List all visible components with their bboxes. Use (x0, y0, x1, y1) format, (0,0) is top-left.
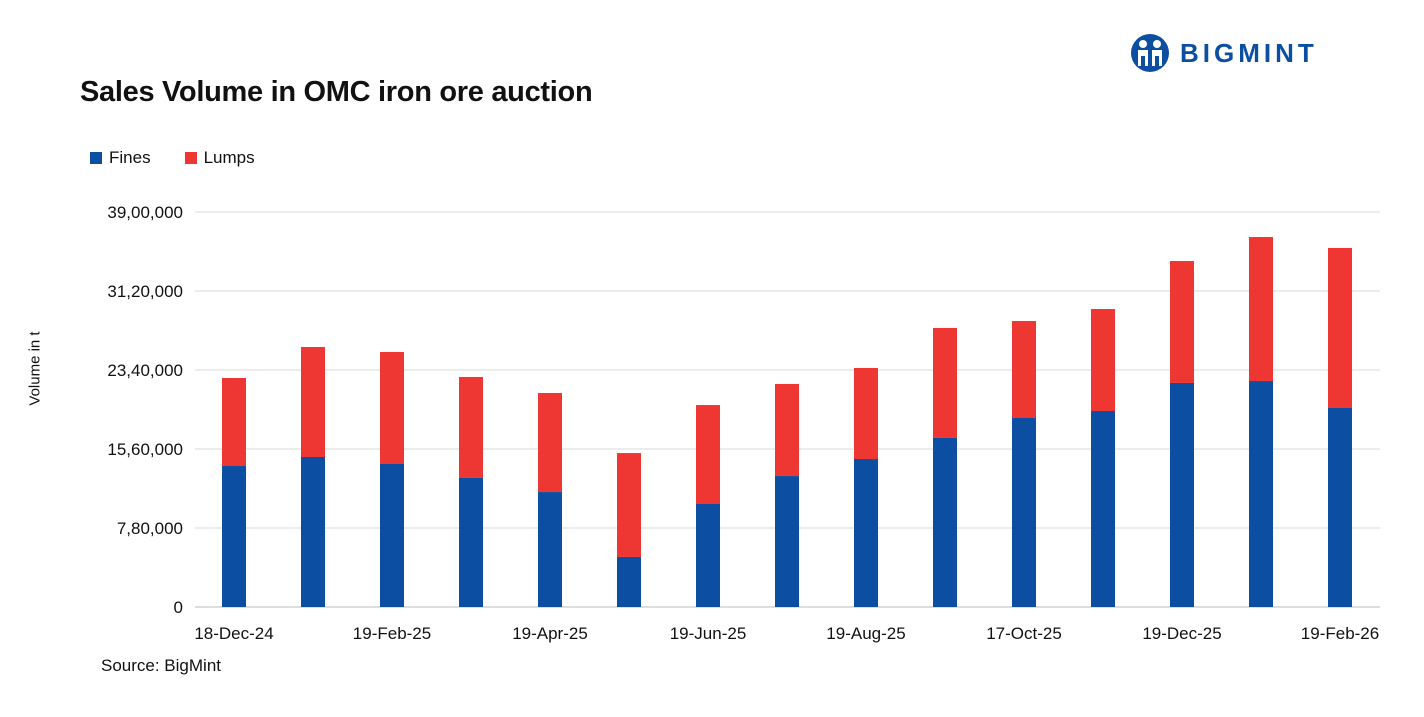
y-tick-label: 23,40,000 (107, 361, 183, 380)
bar-lumps (933, 327, 957, 438)
bar-fines (775, 476, 799, 607)
bar-lumps (1170, 261, 1194, 383)
x-tick-label: 17-Oct-25 (986, 624, 1062, 643)
y-tick-label: 15,60,000 (107, 440, 183, 459)
bar-fines (380, 463, 404, 607)
bar-lumps (459, 376, 483, 478)
bar-fines (222, 466, 246, 607)
bar-fines (617, 556, 641, 607)
bar-fines (1170, 382, 1194, 607)
bigmint-logo: BIGMINT (1130, 33, 1318, 73)
bar-lumps (380, 351, 404, 464)
legend-swatch-lumps (184, 152, 197, 164)
bar-lumps (222, 378, 246, 467)
bar-lumps (1328, 247, 1352, 408)
bar-lumps (301, 347, 325, 458)
bar-lumps (1091, 309, 1115, 412)
chart-title: Sales Volume in OMC iron ore auction (80, 76, 593, 108)
bar-lumps (854, 367, 878, 460)
bar-fines (696, 503, 720, 607)
legend-label-fines: Fines (109, 148, 151, 167)
x-tick-label: 19-Dec-25 (1142, 624, 1221, 643)
source-note: Source: BigMint (101, 656, 221, 675)
bar-fines (1091, 411, 1115, 607)
bar-lumps (617, 453, 641, 557)
bar-fines (1328, 407, 1352, 607)
bar-lumps (1012, 320, 1036, 419)
x-tick-label: 19-Apr-25 (512, 624, 588, 643)
x-tick-label: 18-Dec-24 (194, 624, 273, 643)
y-tick-label: 0 (174, 598, 183, 617)
legend-swatch-fines (90, 152, 102, 164)
x-tick-label: 19-Feb-25 (353, 624, 431, 643)
y-tick-label: 31,20,000 (107, 282, 183, 301)
x-tick-label: 19-Jun-25 (670, 624, 747, 643)
y-tick-label: 7,80,000 (117, 519, 183, 538)
bar-fines (538, 492, 562, 607)
bar-fines (301, 457, 325, 607)
bar-lumps (775, 383, 799, 477)
x-tick-label: 19-Aug-25 (826, 624, 905, 643)
y-tick-label: 39,00,000 (107, 203, 183, 222)
legend-item-fines: Fines (90, 148, 151, 168)
legend-item-lumps: Lumps (184, 148, 255, 168)
bar-fines (933, 437, 957, 607)
bar-lumps (538, 392, 562, 493)
bar-fines (1012, 418, 1036, 607)
bar-fines (459, 477, 483, 607)
logo-text: BIGMINT (1180, 37, 1318, 68)
bar-lumps (1249, 237, 1273, 382)
bar-lumps (696, 405, 720, 504)
legend: Fines Lumps (90, 148, 255, 168)
logo-people-icon (1131, 34, 1169, 72)
bar-fines (854, 459, 878, 607)
bar-fines (1249, 381, 1273, 607)
x-tick-label: 19-Feb-26 (1301, 624, 1379, 643)
legend-label-lumps: Lumps (203, 148, 255, 167)
